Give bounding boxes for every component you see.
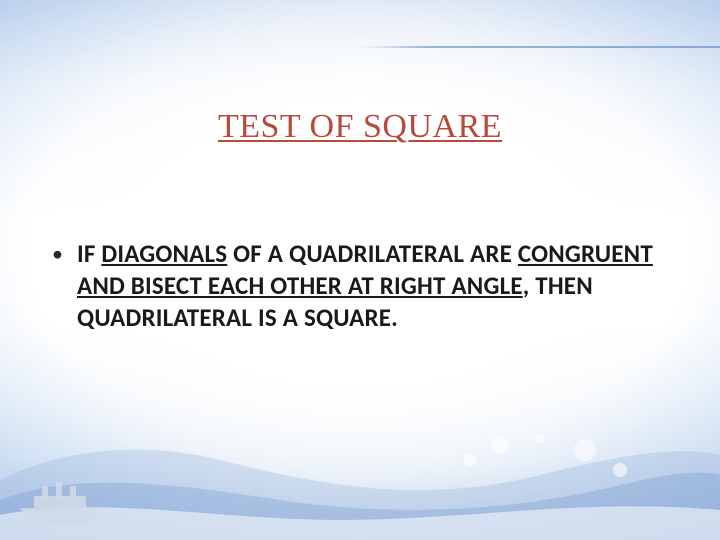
bullet-item: • IF DIAGONALS OF A QUADRILATERAL ARE CO… xyxy=(52,238,660,334)
decorative-waves xyxy=(0,390,720,540)
slide-title: TEST OF SQUARE xyxy=(0,108,720,146)
text-underline: DIAGONALS xyxy=(101,238,227,269)
text-seg: IF xyxy=(77,238,101,269)
ship-icon xyxy=(20,482,100,522)
accent-line xyxy=(360,46,720,48)
text-seg: OF A QUADRILATERAL ARE xyxy=(227,238,518,269)
bullet-marker: • xyxy=(52,238,63,270)
bullet-text: IF DIAGONALS OF A QUADRILATERAL ARE CONG… xyxy=(77,238,660,334)
slide-body: • IF DIAGONALS OF A QUADRILATERAL ARE CO… xyxy=(52,238,660,334)
